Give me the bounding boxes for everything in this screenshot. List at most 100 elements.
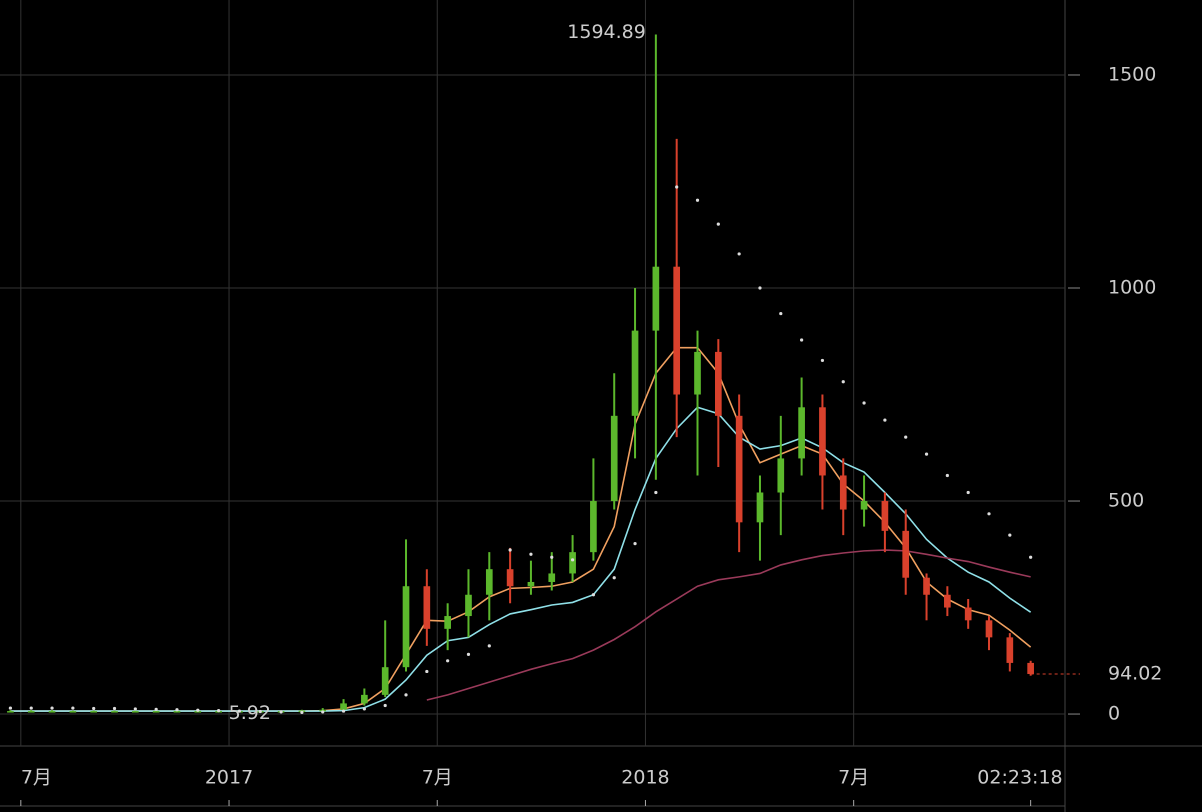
sar-dot [508, 548, 512, 552]
sar-dot [92, 706, 96, 711]
candle-body [610, 415, 618, 502]
sar-dot [112, 706, 117, 711]
candle-body [381, 667, 389, 695]
candle-body [485, 569, 493, 595]
sar-dot [175, 708, 179, 712]
sar-dot [446, 659, 450, 663]
sar-dot [29, 706, 33, 710]
ma-line [10, 406, 1032, 712]
sar-dot [841, 380, 845, 384]
sar-dot [883, 418, 887, 422]
sar-dot [300, 710, 304, 714]
y-tick-label: 1000 [1108, 277, 1156, 299]
candle-body [27, 711, 35, 713]
candle-body [923, 577, 930, 595]
sar-dot [862, 401, 866, 405]
candle-body [902, 530, 910, 578]
sar-dot [341, 709, 346, 713]
sar-dot [758, 286, 762, 290]
x-tick-label: 7月 [838, 767, 869, 789]
last-price-label: 94.02 [1108, 662, 1162, 684]
candle-body [964, 607, 972, 621]
candle-body [694, 351, 701, 395]
sar-dot [8, 706, 13, 710]
sar-dot [196, 708, 200, 712]
sar-dot [737, 252, 741, 256]
y-tick-label: 500 [1108, 490, 1144, 512]
candle-body [465, 594, 472, 617]
sar-dot [904, 435, 908, 439]
x-tick-label: 7月 [422, 767, 453, 789]
sar-dot [1029, 555, 1033, 559]
candle-body [548, 573, 556, 582]
sar-dot [237, 709, 242, 713]
sar-dot [633, 542, 637, 546]
sar-dot [50, 706, 54, 710]
sar-dot [945, 473, 949, 478]
candle-body [735, 415, 743, 523]
y-tick-label: 0 [1108, 703, 1120, 725]
sar-dot [1008, 533, 1012, 537]
x-tick-label: 7月 [21, 767, 52, 789]
candle-body [652, 266, 660, 331]
sar-dot [71, 706, 75, 710]
candle-body [194, 711, 202, 713]
candle-body [631, 330, 639, 416]
candle-body [402, 586, 410, 668]
sar-dot [695, 198, 700, 202]
sar-dot [133, 707, 137, 711]
sar-dot [800, 338, 804, 342]
candle-body [944, 594, 951, 608]
candle-body [173, 711, 181, 713]
candle-body [1006, 637, 1014, 663]
sar-dot [779, 311, 783, 316]
candle-body [714, 351, 722, 416]
sar-dot [820, 358, 825, 363]
candle-body [777, 458, 785, 493]
candle-body [860, 501, 868, 510]
candle-body [152, 711, 160, 713]
candle-body [756, 492, 764, 523]
candle-body [69, 711, 77, 713]
sar-dot [466, 652, 471, 657]
x-tick-label: 2018 [621, 767, 669, 789]
sar-dot [924, 452, 929, 456]
max-label: 1594.89 [567, 21, 646, 43]
sar-dot [987, 512, 991, 516]
candle-body [340, 703, 347, 710]
sar-dot [362, 707, 366, 711]
candle-body [798, 407, 805, 459]
sar-dot [404, 693, 408, 697]
candle-body [132, 711, 139, 713]
ma-line [426, 549, 1031, 701]
candle-body [423, 586, 431, 629]
min-label: 5.92 [229, 702, 271, 724]
sar-dot [716, 222, 720, 226]
candle-body [1027, 662, 1034, 674]
sar-dot [154, 707, 158, 711]
sar-dot [258, 709, 262, 714]
sar-dot [487, 644, 491, 648]
sar-dot [654, 490, 658, 495]
sar-dot [321, 710, 325, 714]
candle-body [7, 711, 14, 713]
candle-body [111, 711, 118, 713]
sar-dot [383, 703, 387, 708]
sar-dot [425, 669, 429, 674]
sar-dot [966, 490, 970, 495]
candle-body [48, 711, 56, 713]
candle-body [527, 581, 535, 587]
y-tick-label: 1500 [1108, 63, 1156, 85]
candle-body [673, 266, 681, 395]
candle-body [819, 407, 826, 476]
x-tick-label: 02:23:18 [977, 767, 1062, 789]
candle-body [506, 569, 514, 587]
sar-dot [217, 709, 221, 713]
sar-dot [550, 555, 554, 559]
candle-body [590, 501, 597, 553]
candle-body [839, 475, 847, 510]
sar-dot [570, 558, 575, 562]
candle-body [569, 552, 576, 574]
candle-body [361, 694, 368, 704]
